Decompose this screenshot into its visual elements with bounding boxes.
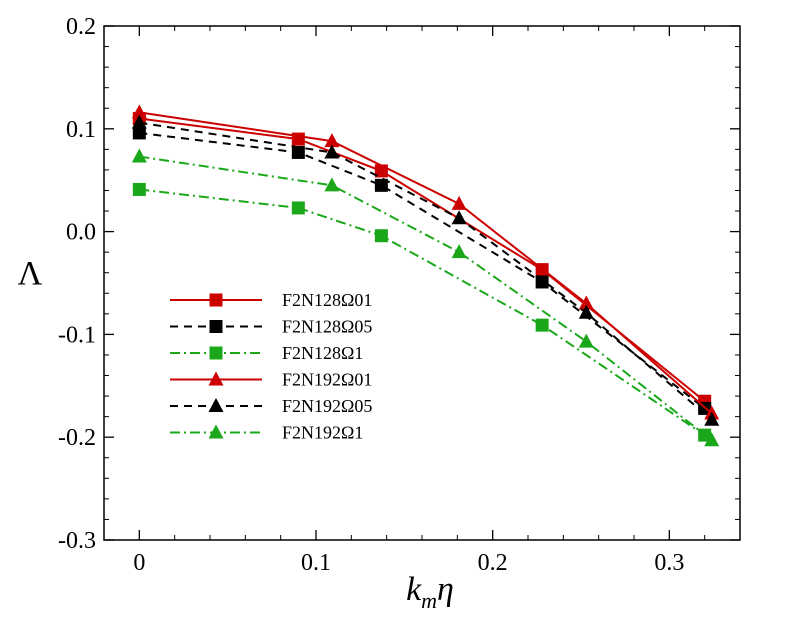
y-tick-label: 0.2 <box>66 14 96 40</box>
x-axis-title-main: k <box>406 571 422 608</box>
data-point <box>131 148 147 163</box>
legend-label: F2N128Ω01 <box>282 290 372 310</box>
legend-marker <box>208 424 224 439</box>
series-line <box>139 131 706 410</box>
series-layer <box>131 104 720 447</box>
series-3 <box>132 182 712 442</box>
legend-marker <box>209 320 223 333</box>
data-point <box>324 177 340 192</box>
data-point <box>324 133 340 148</box>
data-point <box>704 411 720 426</box>
data-point <box>291 145 305 159</box>
axis-ticks: 0 0.1 0.2 0.3 -0.3 -0.2 -0.1 0.0 0.1 0.2 <box>58 14 741 576</box>
data-point <box>451 210 467 225</box>
series-line <box>139 188 706 436</box>
series-line <box>139 155 713 442</box>
data-point <box>578 304 594 319</box>
series-line <box>139 111 713 415</box>
y-tick-label: 0.0 <box>66 220 96 246</box>
legend-entry: F2N192Ω01 <box>170 370 372 390</box>
data-point <box>578 295 594 310</box>
legend-entry: F2N128Ω01 <box>170 290 372 310</box>
legend-marker <box>209 346 223 360</box>
legend-label: F2N192Ω1 <box>282 423 363 443</box>
legend-label: F2N128Ω1 <box>282 343 363 363</box>
series-line <box>139 121 713 421</box>
series-line <box>139 117 706 402</box>
x-axis-title-tail: η <box>437 571 454 608</box>
y-tick-label: -0.2 <box>58 425 96 451</box>
data-point <box>291 201 305 215</box>
series-6 <box>131 148 720 447</box>
legend-marker <box>208 398 224 412</box>
legend-marker <box>209 293 223 307</box>
x-axis-title: kmη <box>406 571 454 613</box>
x-tick-label: 0 <box>133 550 145 576</box>
legend-label: F2N128Ω05 <box>282 317 372 337</box>
legend-entry: F2N128Ω1 <box>170 343 363 363</box>
data-point <box>374 229 388 243</box>
x-tick-label: 0.1 <box>301 550 331 576</box>
series-1 <box>132 112 712 408</box>
x-tick-label: 0.3 <box>654 550 684 576</box>
legend-label: F2N192Ω05 <box>282 396 372 416</box>
y-axis-title: Λ <box>18 255 43 292</box>
legend-marker <box>208 371 224 386</box>
legend-entry: F2N128Ω05 <box>170 317 372 337</box>
series-5 <box>131 114 720 426</box>
plot-frame <box>103 25 741 541</box>
data-point <box>374 178 388 192</box>
data-point <box>131 104 147 119</box>
series-4 <box>131 104 720 420</box>
data-point <box>535 318 549 332</box>
data-point <box>324 144 340 159</box>
legend-label: F2N192Ω01 <box>282 370 372 390</box>
data-point <box>451 244 467 259</box>
legend-entry: F2N192Ω1 <box>170 423 363 443</box>
data-point <box>451 195 467 210</box>
legend: F2N128Ω01 F2N128Ω05 F2N128Ω1 F2N192Ω01 F2N19… <box>170 290 372 443</box>
y-tick-label: -0.3 <box>58 528 96 554</box>
data-point <box>578 333 594 348</box>
legend-entry: F2N192Ω05 <box>170 396 372 416</box>
y-tick-label: 0.1 <box>66 117 96 143</box>
x-axis-title-sub: m <box>421 588 437 613</box>
data-point <box>704 432 720 447</box>
data-point <box>131 114 147 129</box>
data-point <box>132 182 146 196</box>
y-tick-label: -0.1 <box>58 322 96 348</box>
x-tick-label: 0.2 <box>478 550 508 576</box>
data-point <box>132 126 146 140</box>
